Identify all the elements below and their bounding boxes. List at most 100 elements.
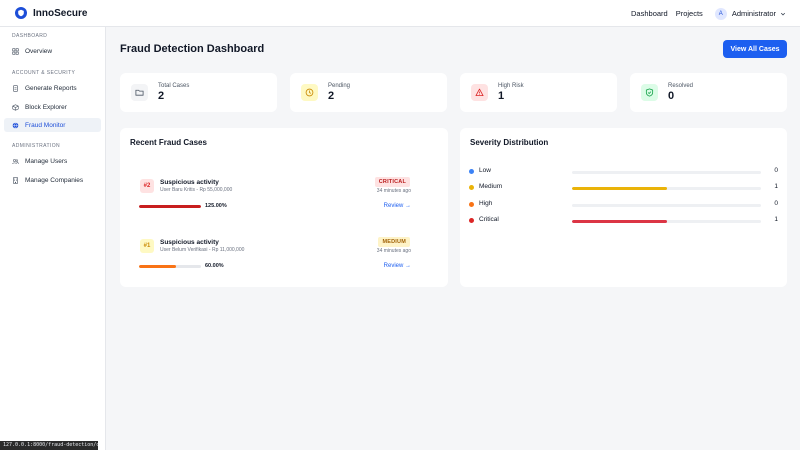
sidebar-item-label: Generate Reports bbox=[25, 84, 77, 92]
sidebar-item-manage-users[interactable]: Manage Users bbox=[4, 154, 101, 168]
stat-icon-box bbox=[301, 84, 318, 101]
severity-dot bbox=[469, 185, 474, 190]
shield-check-icon bbox=[645, 88, 654, 97]
fraud-case-item[interactable]: #1 Suspicious activity User Belum Verifi… bbox=[129, 230, 421, 280]
severity-tag: MEDIUM bbox=[378, 237, 410, 247]
severity-distribution-panel: Severity Distribution Low 0 Medium 1 Hig… bbox=[460, 128, 787, 287]
case-id-badge: #2 bbox=[140, 179, 154, 193]
globe-icon bbox=[12, 122, 19, 129]
sidebar-section-title: DASHBOARD bbox=[12, 33, 48, 39]
risk-score-bar bbox=[139, 205, 201, 208]
user-menu-name[interactable]: Administrator bbox=[731, 9, 776, 18]
case-time: 34 minutes ago bbox=[376, 248, 411, 254]
risk-score-bar bbox=[139, 265, 201, 268]
sidebar: DASHBOARD Overview ACCOUNT & SECURITY Ge… bbox=[0, 27, 106, 450]
severity-bar bbox=[572, 220, 761, 223]
risk-score-value: 125.00% bbox=[205, 203, 227, 209]
severity-count: 1 bbox=[774, 183, 778, 190]
fraud-case-item[interactable]: #2 Suspicious activity User Baru Kritis … bbox=[129, 170, 421, 220]
severity-name: High bbox=[479, 200, 493, 207]
severity-name: Low bbox=[479, 167, 491, 174]
severity-row-low: Low 0 bbox=[469, 167, 778, 177]
warning-icon bbox=[475, 88, 484, 97]
stat-icon-box bbox=[641, 84, 658, 101]
chevron-down-icon[interactable] bbox=[780, 11, 786, 17]
sidebar-item-label: Manage Users bbox=[25, 157, 68, 165]
stat-label: Resolved bbox=[668, 83, 694, 89]
stat-label: High Risk bbox=[498, 83, 524, 89]
nav-projects-link[interactable]: Projects bbox=[675, 9, 703, 18]
sidebar-item-label: Manage Companies bbox=[25, 176, 84, 184]
cube-icon bbox=[12, 103, 19, 111]
avatar[interactable]: A bbox=[714, 7, 727, 20]
stat-card-resolved: Resolved 0 bbox=[630, 73, 787, 112]
sidebar-item-label: Block Explorer bbox=[25, 103, 67, 111]
severity-dot bbox=[469, 202, 474, 207]
case-title: Suspicious activity bbox=[160, 239, 219, 246]
top-nav: Dashboard Projects A Administrator bbox=[631, 0, 786, 27]
severity-count: 1 bbox=[774, 216, 778, 223]
sidebar-item-fraud-monitor[interactable]: Fraud Monitor bbox=[4, 118, 101, 132]
building-icon bbox=[13, 176, 18, 184]
severity-row-medium: Medium 1 bbox=[469, 183, 778, 193]
top-bar: InnoSecure Dashboard Projects A Administ… bbox=[0, 0, 800, 27]
folder-icon bbox=[135, 89, 144, 96]
stat-icon-box bbox=[471, 84, 488, 101]
stat-label: Pending bbox=[328, 83, 351, 89]
panel-title: Recent Fraud Cases bbox=[130, 138, 207, 147]
shield-logo-icon bbox=[15, 7, 27, 19]
nav-dashboard-link[interactable]: Dashboard bbox=[631, 9, 668, 18]
sidebar-item-overview[interactable]: Overview bbox=[4, 44, 101, 58]
severity-bar bbox=[572, 171, 761, 174]
stat-card-high-risk: High Risk 1 bbox=[460, 73, 617, 112]
sidebar-section-title: ACCOUNT & SECURITY bbox=[12, 70, 76, 76]
risk-score-fill bbox=[139, 205, 201, 208]
severity-name: Medium bbox=[479, 183, 503, 190]
severity-tag: CRITICAL bbox=[374, 177, 410, 187]
case-title: Suspicious activity bbox=[160, 179, 219, 186]
severity-row-critical: Critical 1 bbox=[469, 216, 778, 226]
stat-value: 2 bbox=[328, 90, 335, 102]
page-title: Fraud Detection Dashboard bbox=[120, 43, 265, 55]
stat-value: 1 bbox=[498, 90, 505, 102]
review-link[interactable]: Review → bbox=[383, 203, 411, 209]
sidebar-item-label: Fraud Monitor bbox=[25, 121, 66, 129]
risk-score-fill bbox=[139, 265, 177, 268]
sidebar-item-manage-companies[interactable]: Manage Companies bbox=[4, 173, 101, 187]
severity-bar-fill bbox=[572, 220, 667, 223]
severity-row-high: High 0 bbox=[469, 200, 778, 210]
case-subtitle: User Belum Verifikasi - Rp 11,000,000 bbox=[160, 247, 245, 253]
stat-value: 0 bbox=[668, 90, 675, 102]
panel-title: Severity Distribution bbox=[470, 138, 549, 147]
view-all-cases-button[interactable]: View All Cases bbox=[723, 40, 787, 58]
case-time: 34 minutes ago bbox=[376, 188, 411, 194]
stat-label: Total Cases bbox=[158, 83, 190, 89]
sidebar-section-title: ADMINISTRATION bbox=[12, 143, 61, 149]
sidebar-item-label: Overview bbox=[25, 47, 53, 55]
clock-icon bbox=[305, 88, 314, 97]
status-bar-url: 127.0.0.1:8000/fraud-detection/dashboard bbox=[0, 441, 98, 450]
severity-count: 0 bbox=[774, 200, 778, 207]
case-subtitle: User Baru Kritis - Rp 55,000,000 bbox=[160, 187, 233, 193]
severity-bar-fill bbox=[572, 187, 667, 190]
severity-name: Critical bbox=[479, 216, 499, 223]
severity-count: 0 bbox=[774, 167, 778, 174]
users-icon bbox=[12, 158, 19, 164]
report-icon bbox=[13, 84, 18, 92]
stat-card-total-cases: Total Cases 2 bbox=[120, 73, 277, 112]
severity-dot bbox=[469, 169, 474, 174]
severity-bar bbox=[572, 187, 761, 190]
recent-fraud-cases-panel: Recent Fraud Cases #2 Suspicious activit… bbox=[120, 128, 448, 287]
sidebar-item-block-explorer[interactable]: Block Explorer bbox=[4, 100, 101, 114]
review-link[interactable]: Review → bbox=[383, 263, 411, 269]
grid-icon bbox=[12, 47, 19, 55]
case-id-badge: #1 bbox=[140, 239, 154, 253]
severity-dot bbox=[469, 218, 474, 223]
sidebar-item-generate-reports[interactable]: Generate Reports bbox=[4, 81, 101, 95]
stat-value: 2 bbox=[158, 90, 165, 102]
stat-icon-box bbox=[131, 84, 148, 101]
brand[interactable]: InnoSecure bbox=[15, 7, 87, 19]
brand-name: InnoSecure bbox=[33, 7, 88, 19]
severity-bar bbox=[572, 204, 761, 207]
risk-score-value: 60.00% bbox=[205, 263, 224, 269]
